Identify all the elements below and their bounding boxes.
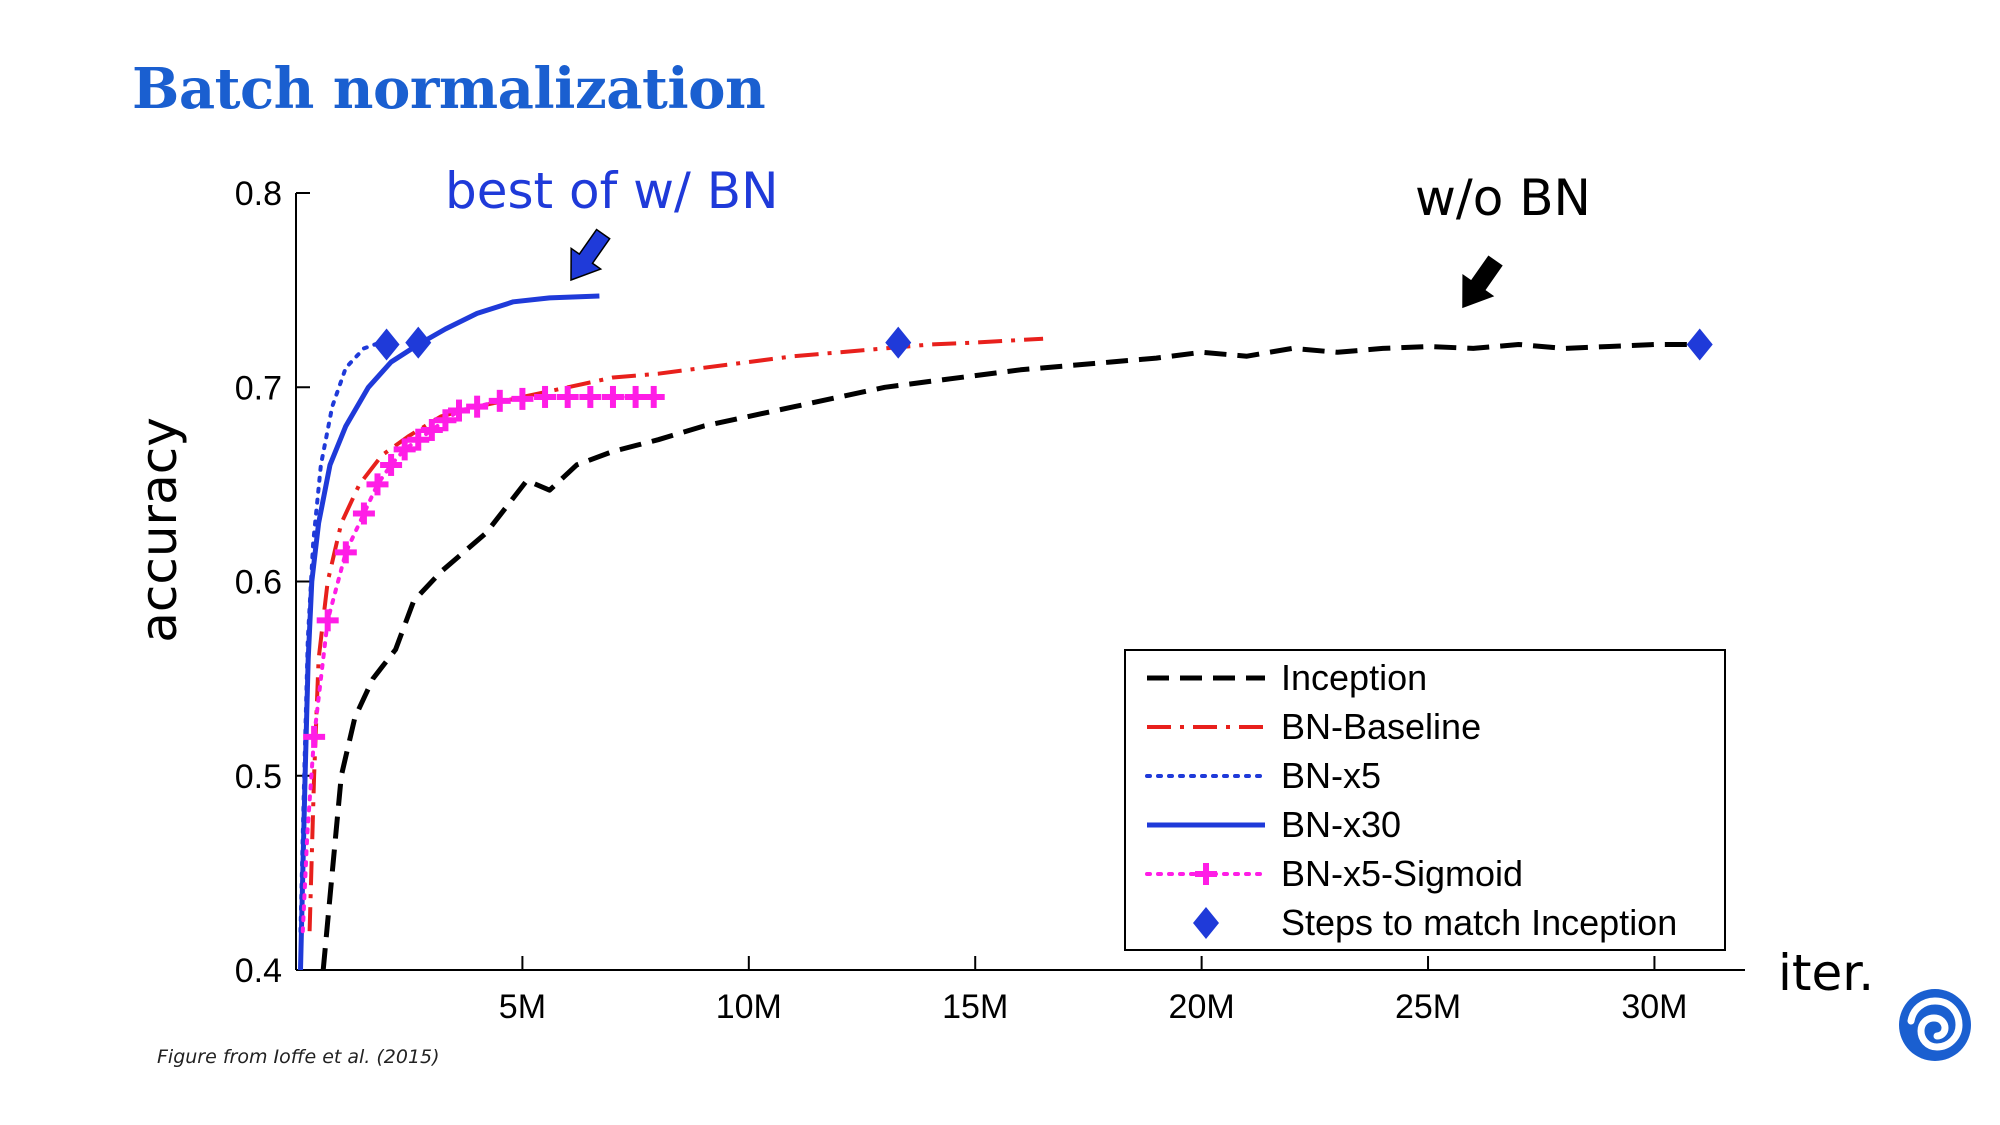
figure-caption: Figure from Ioffe et al. (2015) bbox=[157, 1046, 440, 1068]
series-point-marker bbox=[366, 473, 389, 496]
y-tick-label: 0.4 bbox=[235, 952, 282, 990]
chart-series bbox=[298, 293, 1700, 971]
legend-box bbox=[1124, 649, 1726, 951]
series-line-bn-x30 bbox=[298, 293, 600, 971]
series-point-marker bbox=[380, 453, 403, 476]
chart-ticks: 0.4 0.5 0.6 0.7 0.8 5M 10M 15M 20M 25M 30M bbox=[235, 175, 1688, 1026]
x-tick-label: 10M bbox=[716, 988, 782, 1026]
legend-entry-label: BN-x5-Sigmoid bbox=[1281, 853, 1523, 894]
series-point-marker bbox=[448, 399, 471, 422]
chart-labels: accuracy iter. bbox=[130, 417, 1874, 1002]
arrow-best-bn-icon bbox=[570, 228, 611, 282]
match-diamond-marker bbox=[1686, 328, 1713, 361]
series-point-marker bbox=[352, 502, 375, 525]
legend-entry-label: BN-Baseline bbox=[1281, 706, 1481, 747]
legend-plus-marker bbox=[1195, 863, 1217, 885]
legend-entry-label: Steps to match Inception bbox=[1281, 902, 1677, 943]
series-line-inception bbox=[320, 342, 1700, 971]
series-point-marker bbox=[420, 418, 443, 441]
annotation-best-bn: best of w/ BN bbox=[445, 162, 778, 220]
y-tick-label: 0.6 bbox=[235, 564, 282, 602]
x-axis-label: iter. bbox=[1778, 944, 1874, 1002]
match-diamond-marker bbox=[885, 326, 912, 359]
series-point-marker bbox=[393, 438, 416, 461]
arrow-without-bn-icon bbox=[1462, 255, 1503, 309]
series-point-marker bbox=[434, 409, 457, 432]
series-line-bn-baseline bbox=[307, 336, 1044, 932]
series-point-marker bbox=[316, 609, 339, 632]
series-line-bn-x5-sigmoid bbox=[300, 395, 656, 934]
series-point-marker bbox=[488, 389, 511, 412]
y-axis-label: accuracy bbox=[130, 417, 188, 643]
series-point-marker bbox=[601, 385, 624, 408]
match-diamond-marker bbox=[405, 326, 432, 359]
legend-diamond-marker bbox=[1193, 907, 1219, 939]
chart-annotations: best of w/ BN w/o BN bbox=[445, 162, 1591, 309]
match-diamond-marker bbox=[373, 328, 400, 361]
legend-entry-label: BN-x30 bbox=[1281, 804, 1401, 845]
y-tick-label: 0.5 bbox=[235, 758, 282, 796]
series-point-marker bbox=[407, 428, 430, 451]
series-point-marker bbox=[534, 385, 557, 408]
annotation-without-bn: w/o BN bbox=[1415, 169, 1591, 227]
slide-title: Batch normalization bbox=[132, 56, 766, 122]
series-point-marker bbox=[303, 725, 326, 748]
series-point-marker bbox=[556, 385, 579, 408]
x-tick-label: 30M bbox=[1621, 988, 1687, 1026]
x-tick-label: 20M bbox=[1169, 988, 1235, 1026]
x-tick-label: 25M bbox=[1395, 988, 1461, 1026]
swirl-logo-icon bbox=[1899, 989, 1971, 1061]
series-point-marker bbox=[511, 387, 534, 410]
y-tick-label: 0.8 bbox=[235, 175, 282, 213]
chart-legend: Inception BN-Baseline BN-x5 BN-x30 BN-x5-Sig… bbox=[1124, 649, 1726, 951]
series-point-marker bbox=[466, 395, 489, 418]
x-tick-label: 15M bbox=[942, 988, 1008, 1026]
series-point-marker bbox=[334, 541, 357, 564]
series-point-marker bbox=[642, 385, 665, 408]
y-tick-label: 0.7 bbox=[235, 369, 282, 407]
chart-markers bbox=[373, 326, 1713, 361]
series-point-marker bbox=[579, 385, 602, 408]
x-tick-label: 5M bbox=[499, 988, 546, 1026]
legend-entry-label: BN-x5 bbox=[1281, 755, 1381, 796]
legend-entry-label: Inception bbox=[1281, 657, 1427, 698]
